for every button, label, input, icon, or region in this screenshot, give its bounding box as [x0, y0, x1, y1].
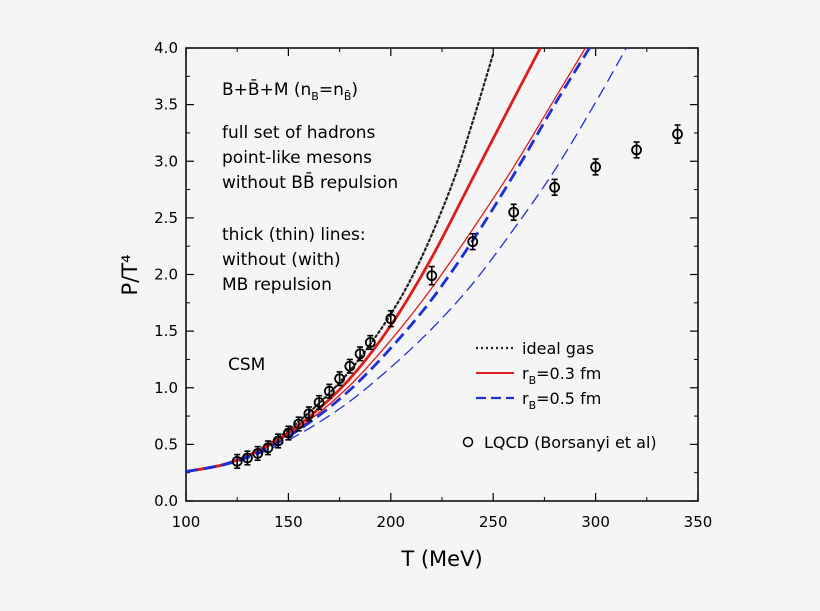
y-axis-label: P/T⁴ [118, 255, 142, 296]
series-line-dotted-0 [184, 52, 495, 473]
y-tick-label: 0.0 [154, 492, 178, 510]
legend-rb-03-sub: B [529, 374, 537, 387]
legend-rb-03-main: r [522, 364, 529, 383]
y-tick-label: 4.0 [154, 39, 178, 57]
lqcd-point [231, 455, 243, 467]
legend-label-rb-03: rB=0.3 fm [522, 364, 601, 387]
note-line-5: without (with) [222, 250, 341, 270]
lqcd-point [334, 373, 346, 385]
lqcd-point [313, 397, 325, 408]
note-line-6: MB repulsion [222, 275, 332, 295]
series-line-dashed-4 [185, 47, 627, 473]
note-line-1: full set of hadrons [222, 123, 376, 143]
lqcd-point [590, 161, 601, 173]
formula-sub2: B̄ [344, 90, 352, 103]
lqcd-point [252, 448, 264, 459]
x-tick-label: 350 [684, 513, 713, 531]
lqcd-point [508, 206, 520, 218]
lqcd-point [344, 360, 356, 372]
x-tick-label: 300 [581, 513, 610, 531]
legend-label-ideal-gas: ideal gas [522, 339, 594, 358]
legend-marker-lqcd [462, 436, 474, 448]
lqcd-point [303, 408, 315, 420]
legend-rb-05-rest: =0.5 fm [536, 389, 601, 408]
y-tick-label: 2.5 [154, 209, 178, 227]
lqcd-point [272, 435, 284, 447]
lqcd-point [364, 337, 376, 348]
lqcd-point [426, 270, 438, 282]
x-tick-label: 250 [479, 513, 508, 531]
legend-rb-05-sub: B [529, 399, 537, 412]
y-tick-label: 0.5 [154, 435, 178, 453]
axis-ticks: 100 150 200 250 300 350 0.0 0.5 1.0 1.5 2.0 2.5 3.0 3… [154, 39, 712, 531]
lqcd-point [467, 236, 479, 248]
y-tick-label: 3.0 [154, 152, 178, 170]
formula-sub1: B [311, 90, 319, 103]
x-tick-label: 150 [274, 513, 303, 531]
lqcd-point [262, 442, 274, 454]
legend: ideal gas rB=0.3 fm rB=0.5 fm LQCD (Bors… [462, 339, 657, 452]
y-tick-label: 2.0 [154, 266, 178, 284]
lqcd-point [242, 452, 253, 464]
formula-main: B+B̄+M (n [222, 78, 311, 100]
x-axis-label: T (MeV) [400, 547, 482, 571]
y-tick-label: 1.5 [154, 322, 178, 340]
legend-rb-03-rest: =0.3 fm [536, 364, 601, 383]
y-tick-label: 3.5 [154, 96, 178, 114]
lqcd-point [323, 385, 335, 397]
series-line-dashed-3 [185, 47, 591, 473]
legend-rb-05-main: r [522, 389, 529, 408]
formula-annotation: B+B̄+M (nB=nB̄) [222, 78, 358, 103]
note-line-2: point-like mesons [222, 148, 372, 168]
note-line-3: without BB̄ repulsion [222, 171, 398, 193]
lqcd-point [385, 313, 397, 325]
legend-label-lqcd: LQCD (Borsanyi et al) [484, 433, 657, 452]
formula-eq: =n [319, 80, 344, 100]
model-label: CSM [228, 355, 265, 375]
lqcd-point [549, 181, 561, 193]
legend-label-rb-05: rB=0.5 fm [522, 389, 601, 412]
x-tick-label: 200 [376, 513, 405, 531]
lqcd-point [282, 427, 294, 439]
lqcd-points [231, 124, 683, 469]
lqcd-point [354, 348, 366, 360]
x-tick-label: 100 [172, 513, 201, 531]
y-tick-label: 1.0 [154, 379, 178, 397]
lqcd-point [293, 418, 305, 430]
lqcd-point [631, 144, 642, 156]
formula-close: ) [351, 80, 358, 100]
lqcd-point [672, 128, 683, 140]
note-line-4: thick (thin) lines: [222, 225, 366, 245]
